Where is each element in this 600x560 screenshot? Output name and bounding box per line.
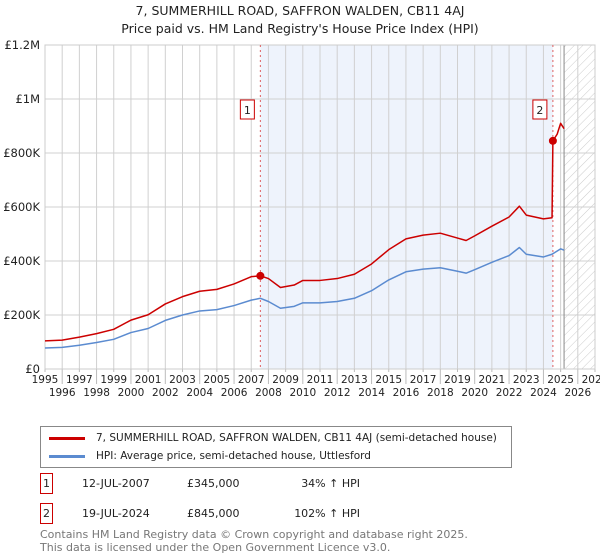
x-tick-label: 2016 (393, 387, 420, 399)
x-tick-label: 1995 (32, 374, 59, 386)
x-tick-label: 2023 (513, 374, 540, 386)
sale-badge: 2 (40, 503, 53, 524)
x-tick-label: 2010 (289, 387, 316, 399)
y-tick-label: £0 (25, 362, 40, 376)
x-tick-label: 2018 (427, 387, 454, 399)
x-tick-label: 2006 (221, 387, 248, 399)
annotation-label: 1 (244, 104, 251, 117)
x-tick-label: 2002 (152, 387, 179, 399)
sale-date: 12-JUL-2007 (82, 477, 150, 490)
hpi-line (44, 246, 565, 349)
x-tick-label: 2014 (358, 387, 385, 399)
sale-date: 19-JUL-2024 (82, 507, 150, 520)
y-tick-label: £1.2M (4, 38, 40, 52)
legend: 7, SUMMERHILL ROAD, SAFFRON WALDEN, CB11… (40, 426, 512, 468)
legend-swatch-red (49, 436, 85, 440)
x-tick-label: 1996 (49, 387, 76, 399)
sale-price: £845,000 (187, 507, 240, 520)
y-tick-label: £600K (3, 200, 40, 214)
x-tick-label: 1999 (100, 374, 127, 386)
x-tick-label: 2011 (307, 374, 334, 386)
y-tick-label: £400K (3, 254, 40, 268)
x-tick-label: 2007 (238, 374, 265, 386)
x-tick-label: 1998 (83, 387, 110, 399)
x-tick-label: 2008 (255, 387, 282, 399)
x-tick-label: 2001 (135, 374, 162, 386)
sale-hpi-change: 102% ↑ HPI (294, 507, 360, 520)
sale-price: £345,000 (187, 477, 240, 490)
sale-badge: 1 (40, 473, 53, 494)
x-tick-label: 2015 (375, 374, 402, 386)
sale-hpi-change: 34% ↑ HPI (301, 477, 360, 490)
annotation-label: 2 (536, 104, 543, 117)
x-tick-label: 1997 (66, 374, 93, 386)
legend-label: 7, SUMMERHILL ROAD, SAFFRON WALDEN, CB11… (96, 432, 497, 444)
plot-border (44, 44, 596, 370)
y-tick-label: £800K (3, 146, 40, 160)
x-tick-label: 2012 (324, 387, 351, 399)
x-tick-label: 2020 (461, 387, 488, 399)
x-tick-label: 2019 (444, 374, 471, 386)
x-tick-label: 2026 (564, 387, 591, 399)
legend-item-hpi: HPI: Average price, semi-detached house,… (49, 449, 371, 463)
x-tick-label: 2003 (169, 374, 196, 386)
x-tick-label: 2027 (582, 374, 600, 386)
legend-item-property: 7, SUMMERHILL ROAD, SAFFRON WALDEN, CB11… (49, 431, 497, 445)
sale-point (548, 136, 557, 145)
x-tick-label: 2025 (547, 374, 574, 386)
x-tick-label: 2009 (272, 374, 299, 386)
x-tick-label: 2022 (496, 387, 523, 399)
y-tick-label: £200K (3, 308, 40, 322)
sale-point (256, 271, 265, 280)
footer-attribution: Contains HM Land Registry data © Crown c… (40, 528, 468, 554)
price-chart: 1995199619971998199920002001200220032004… (3, 38, 600, 399)
x-tick-label: 2000 (118, 387, 145, 399)
legend-label: HPI: Average price, semi-detached house,… (96, 450, 371, 462)
footer-line: This data is licensed under the Open Gov… (40, 541, 391, 554)
y-tick-label: £1M (15, 92, 40, 106)
x-tick-label: 2013 (341, 374, 368, 386)
x-tick-label: 2024 (530, 387, 557, 399)
x-tick-label: 2021 (479, 374, 506, 386)
x-tick-label: 2004 (186, 387, 213, 399)
x-tick-label: 2005 (204, 374, 231, 386)
chart-subtitle: Price paid vs. HM Land Registry's House … (121, 21, 479, 36)
chart-title: 7, SUMMERHILL ROAD, SAFFRON WALDEN, CB11… (135, 3, 465, 18)
x-tick-label: 2017 (410, 374, 437, 386)
footer-line: Contains HM Land Registry data © Crown c… (40, 528, 468, 541)
annotation-box (532, 99, 548, 120)
annotation-box (239, 99, 255, 120)
legend-swatch-blue (49, 454, 85, 458)
property-price-line (44, 122, 565, 342)
